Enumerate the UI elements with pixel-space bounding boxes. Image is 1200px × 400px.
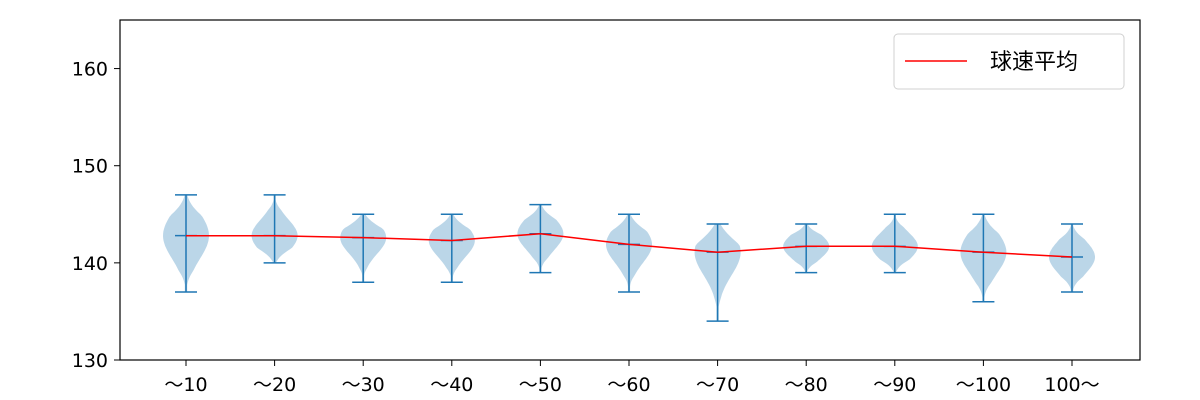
x-tick-label: ～50 [519, 374, 562, 396]
y-tick-label: 150 [72, 156, 108, 178]
legend-box [893, 33, 1125, 90]
x-tick-label: ～60 [607, 374, 650, 396]
x-axis: ～10 ～20 ～30 ～40 ～50 ～60 ～70 ～80 ～90 ～100 100～ [164, 360, 1100, 396]
x-tick-label: 100～ [1044, 374, 1099, 396]
x-tick-label: ～10 [164, 374, 207, 396]
mean-speed-line [186, 232, 1073, 258]
x-tick-label: ～40 [430, 374, 473, 396]
y-tick-label: 140 [72, 253, 108, 275]
violin-group [163, 194, 1095, 322]
x-tick-label: ～20 [253, 374, 296, 396]
x-tick-label: ～80 [785, 374, 828, 396]
y-axis: 130 140 150 160 [72, 59, 120, 372]
plot-frame [119, 19, 1141, 361]
mean-line-group [186, 232, 1073, 258]
y-tick-label: 160 [72, 59, 108, 81]
x-tick-label: ～70 [696, 374, 739, 396]
x-tick-label: ～30 [342, 374, 385, 396]
legend: 球速平均 [893, 33, 1125, 90]
x-tick-label: ～100 [956, 374, 1011, 396]
x-tick-label: ～90 [873, 374, 916, 396]
y-tick-label: 130 [72, 350, 108, 372]
legend-label: 球速平均 [990, 50, 1078, 75]
